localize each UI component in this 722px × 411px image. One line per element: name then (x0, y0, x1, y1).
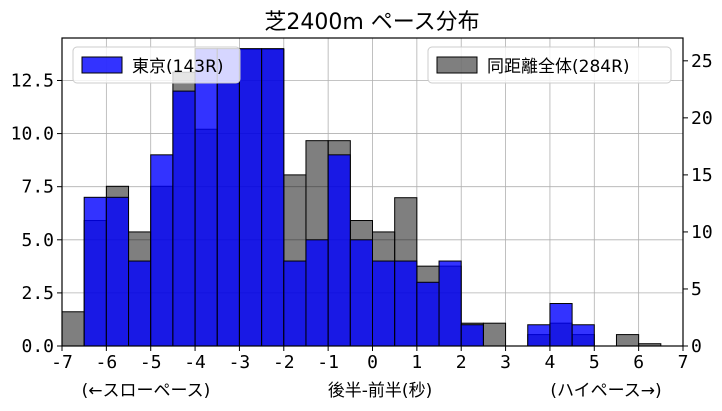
bar (416, 281, 440, 347)
bar (571, 324, 595, 347)
bar (460, 324, 484, 347)
bar (527, 324, 551, 347)
y-right-tick-label: 0 (691, 336, 702, 357)
bar (261, 48, 285, 347)
legend-left: 東京(143R) (72, 46, 241, 84)
y-left-tick-label: 0.0 (21, 336, 54, 357)
x-tick-label: -4 (184, 352, 206, 373)
series-tokyo-bars (83, 48, 595, 347)
y-left-tick-label: 10.0 (11, 124, 54, 145)
legend-left-label: 東京(143R) (132, 57, 224, 77)
x-tick-label: 7 (678, 352, 689, 373)
bar (172, 90, 196, 347)
y-left-tick-label: 5.0 (21, 230, 54, 251)
y-left-tick-label: 12.5 (11, 70, 54, 91)
bar (150, 154, 174, 347)
y-right-tick-label: 5 (691, 279, 702, 300)
x-tick-label: -5 (140, 352, 162, 373)
y-right-tick-label: 10 (691, 222, 713, 243)
y-left-tick-label: 7.5 (21, 177, 54, 198)
bar (394, 260, 418, 347)
x-tick-label: -7 (51, 352, 73, 373)
y-left-tick-label: 2.5 (21, 283, 54, 304)
x-tick-label: -1 (317, 352, 339, 373)
x-axis-label-left: (←スローペース) (82, 381, 211, 401)
y-axis-left-ticks: 0.0 2.5 5.0 7.5 10.0 12.5 (11, 70, 62, 357)
legend-right-frame (427, 46, 672, 84)
legend-right: 同距離全体(284R) (427, 46, 672, 84)
x-tick-label: -3 (229, 352, 251, 373)
legend-right-swatch (436, 56, 478, 74)
legend-left-swatch (81, 56, 123, 74)
bar (128, 260, 152, 347)
bar (549, 303, 573, 347)
x-tick-label: 5 (589, 352, 600, 373)
chart-title: 芝2400m ペース分布 (264, 10, 479, 35)
bar (216, 48, 240, 347)
x-tick-label: 3 (500, 352, 511, 373)
bar (194, 48, 218, 347)
bar (283, 260, 307, 347)
x-axis-label: 後半-前半(秒) (328, 381, 432, 401)
y-right-tick-label: 20 (691, 108, 713, 129)
bar (349, 239, 374, 347)
bar (327, 154, 351, 347)
x-tick-label: 6 (633, 352, 644, 373)
bar (105, 196, 130, 347)
x-axis-label-right: (ハイペース→) (550, 381, 661, 401)
bar (615, 334, 640, 347)
y-right-tick-label: 25 (691, 51, 713, 72)
x-tick-label: -6 (96, 352, 118, 373)
bar (61, 311, 85, 347)
bar (482, 322, 507, 347)
bar (305, 239, 329, 347)
bar (83, 196, 107, 347)
x-tick-label: 1 (411, 352, 422, 373)
x-tick-label: 2 (456, 352, 467, 373)
bar (238, 48, 263, 347)
y-axis-right-ticks: 0 5 10 15 20 25 (683, 51, 713, 357)
x-tick-label: 0 (367, 352, 378, 373)
y-right-tick-label: 15 (691, 165, 713, 186)
x-axis-ticks: -7 -6 -5 -4 -3 -2 -1 0 1 2 3 4 5 6 7 (51, 346, 688, 373)
legend-left-frame (72, 46, 241, 84)
x-tick-label: 4 (545, 352, 556, 373)
legend-right-label: 同距離全体(284R) (487, 57, 630, 77)
bar (372, 260, 396, 347)
x-tick-label: -2 (273, 352, 295, 373)
bar (438, 260, 462, 347)
